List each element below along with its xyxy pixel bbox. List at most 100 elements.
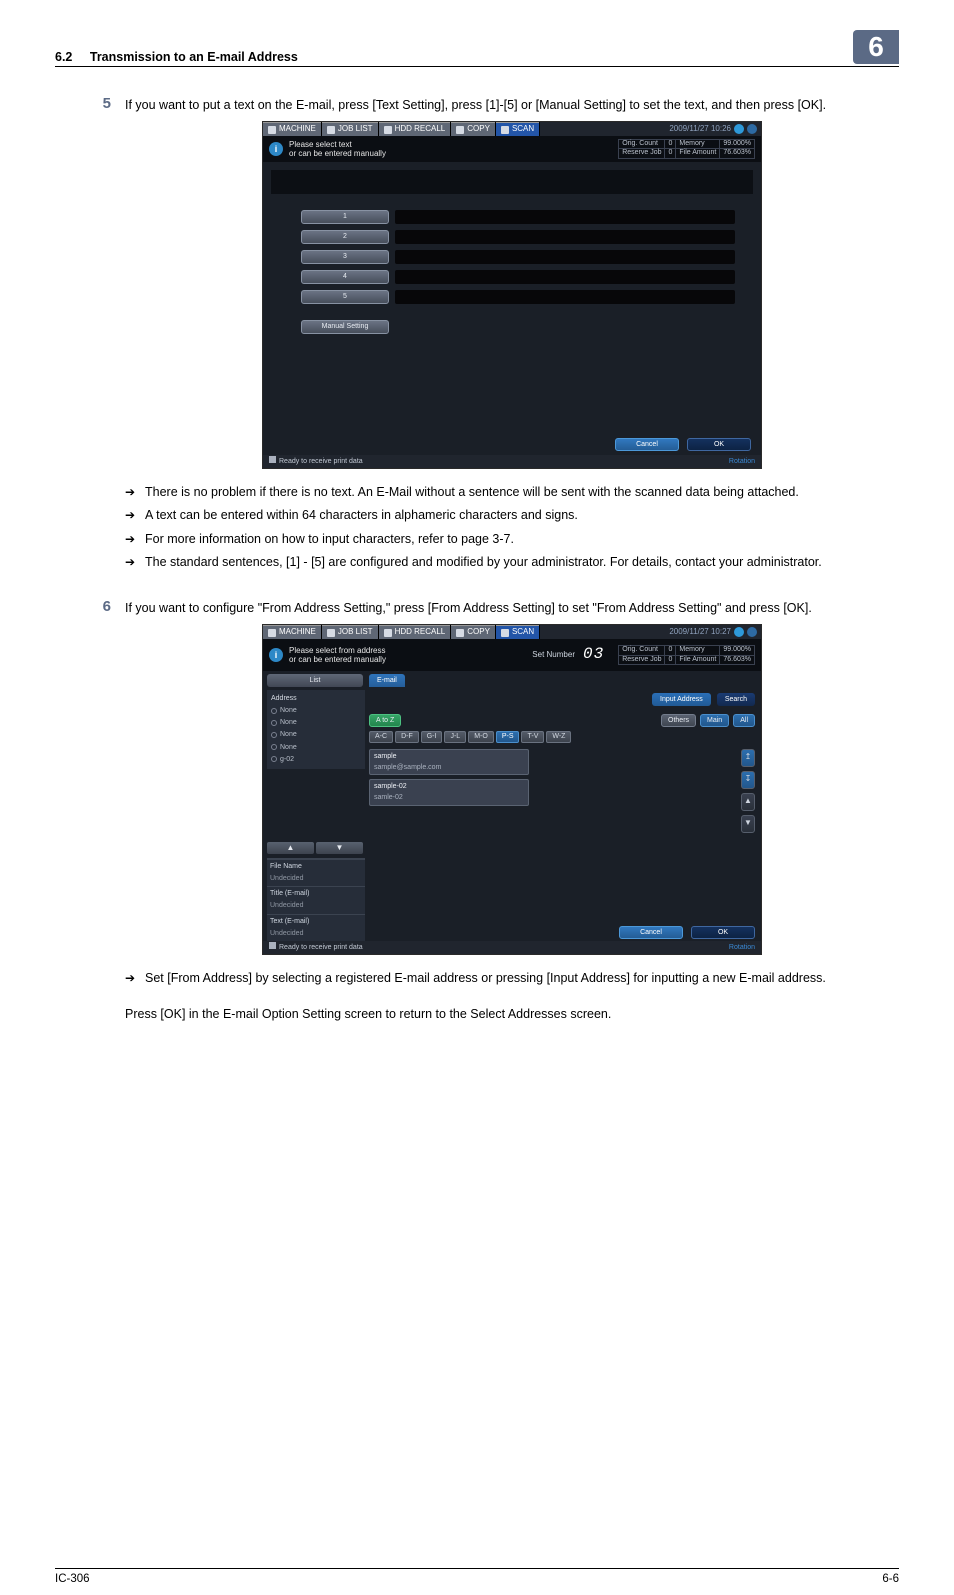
page-top-button[interactable]: ↥ <box>741 749 755 767</box>
text-slot-5-button[interactable]: 5 <box>301 290 389 304</box>
scan-icon <box>501 629 509 637</box>
list-icon <box>327 629 335 637</box>
scroll-down-button[interactable]: ▼ <box>741 815 755 833</box>
step-5-bullet: There is no problem if there is no text.… <box>125 483 899 502</box>
screenshot-from-address: MACHINE JOB LIST HDD RECALL COPY SCAN 20… <box>262 624 762 955</box>
step-6-number: 6 <box>55 598 125 1028</box>
footer-rule <box>55 1568 899 1569</box>
alpha-tab[interactable]: J-L <box>444 731 466 743</box>
text-value: Undecided <box>267 928 365 941</box>
info-icon: i <box>269 648 283 662</box>
section-number: 6.2 <box>55 50 72 64</box>
step-5-bullet: A text can be entered within 64 characte… <box>125 506 899 525</box>
tab-scan[interactable]: SCAN <box>496 122 539 136</box>
lock-icon <box>269 942 276 949</box>
status-dot-icon <box>734 627 744 637</box>
title-value: Undecided <box>267 900 365 913</box>
section-title: Transmission to an E-mail Address <box>90 50 298 64</box>
counter-panel: Orig. Count0 Memory99.000% Reserve Job0 … <box>618 645 755 665</box>
scroll-down-button[interactable]: ▼ <box>316 842 363 854</box>
tab-joblist[interactable]: JOB LIST <box>322 625 378 639</box>
list-button[interactable]: List <box>267 674 363 687</box>
tab-copy[interactable]: COPY <box>451 625 495 639</box>
tab-joblist[interactable]: JOB LIST <box>322 122 378 136</box>
address-panel: Address None None None None g-02 <box>267 690 365 769</box>
timestamp: 2009/11/27 10:26 <box>665 122 761 136</box>
rotation-indicator: Rotation <box>729 942 755 953</box>
hdd-icon <box>384 126 392 134</box>
tab-hdd-recall[interactable]: HDD RECALL <box>379 625 451 639</box>
step-6-text: If you want to configure "From Address S… <box>125 598 899 618</box>
lock-icon <box>269 456 276 463</box>
file-name-label: File Name <box>267 859 365 873</box>
file-name-value: Undecided <box>267 873 365 886</box>
alpha-tab[interactable]: A-C <box>369 731 393 743</box>
text-slot-2-button[interactable]: 2 <box>301 230 389 244</box>
dest-icon <box>271 708 277 714</box>
dest-icon <box>271 732 277 738</box>
ok-button[interactable]: OK <box>691 926 755 939</box>
address-card[interactable]: sample sample@sample.com <box>369 749 529 775</box>
chapter-badge: 6 <box>853 30 899 64</box>
printer-status: Ready to receive print data <box>279 458 363 465</box>
input-address-button[interactable]: Input Address <box>652 693 711 706</box>
set-number-label: Set Number <box>532 649 575 662</box>
scroll-up-button[interactable]: ▲ <box>741 793 755 811</box>
text-label: Text (E-mail) <box>267 914 365 928</box>
step-5-bullet: The standard sentences, [1] - [5] are co… <box>125 553 899 572</box>
text-slot-3-field <box>395 250 735 264</box>
timestamp: 2009/11/27 10:27 <box>665 625 761 639</box>
guidance-message: Please select from address or can be ent… <box>289 646 526 664</box>
alpha-tab[interactable]: T-V <box>521 731 544 743</box>
text-slot-3-button[interactable]: 3 <box>301 250 389 264</box>
email-tab[interactable]: E-mail <box>369 674 405 687</box>
manual-setting-button[interactable]: Manual Setting <box>301 320 389 334</box>
info-icon: i <box>269 142 283 156</box>
dest-icon <box>271 720 277 726</box>
step-6-bullet: Set [From Address] by selecting a regist… <box>125 969 899 988</box>
title-label: Title (E-mail) <box>267 886 365 900</box>
tab-machine[interactable]: MACHINE <box>263 625 321 639</box>
tab-scan[interactable]: SCAN <box>496 625 539 639</box>
filter-a-to-z[interactable]: A to Z <box>369 714 401 727</box>
cancel-button[interactable]: Cancel <box>619 926 683 939</box>
tab-hdd-recall[interactable]: HDD RECALL <box>379 122 451 136</box>
dest-icon <box>271 756 277 762</box>
text-slot-4-button[interactable]: 4 <box>301 270 389 284</box>
dest-icon <box>271 744 277 750</box>
list-icon <box>327 126 335 134</box>
footer-page: 6-6 <box>882 1573 899 1585</box>
alpha-tab[interactable]: W-Z <box>546 731 571 743</box>
address-card[interactable]: sample-02 samle-02 <box>369 779 529 805</box>
step-6-after: Press [OK] in the E-mail Option Setting … <box>125 1004 899 1024</box>
filter-others[interactable]: Others <box>661 714 696 727</box>
search-button[interactable]: Search <box>717 693 755 706</box>
alpha-tab[interactable]: M-O <box>468 731 494 743</box>
text-slot-1-field <box>395 210 735 224</box>
screenshot-text-setting: MACHINE JOB LIST HDD RECALL COPY SCAN 20… <box>262 121 762 469</box>
text-slot-1-button[interactable]: 1 <box>301 210 389 224</box>
page-bottom-button[interactable]: ↧ <box>741 771 755 789</box>
help-icon[interactable] <box>747 124 757 134</box>
alpha-tab-selected[interactable]: P-S <box>496 731 520 743</box>
machine-icon <box>268 126 276 134</box>
scan-icon <box>501 126 509 134</box>
text-slot-2-field <box>395 230 735 244</box>
machine-icon <box>268 629 276 637</box>
copy-icon <box>456 126 464 134</box>
filter-main[interactable]: Main <box>700 714 729 727</box>
scroll-up-button[interactable]: ▲ <box>267 842 314 854</box>
counter-panel: Orig. Count0 Memory99.000% Reserve Job0 … <box>618 139 755 159</box>
alpha-tab[interactable]: D-F <box>395 731 419 743</box>
ok-button[interactable]: OK <box>687 438 751 451</box>
alpha-tab[interactable]: G-I <box>421 731 443 743</box>
printer-status: Ready to receive print data <box>279 944 363 951</box>
step-5-text: If you want to put a text on the E-mail,… <box>125 95 899 115</box>
filter-all[interactable]: All <box>733 714 755 727</box>
cancel-button[interactable]: Cancel <box>615 438 679 451</box>
tab-copy[interactable]: COPY <box>451 122 495 136</box>
tab-machine[interactable]: MACHINE <box>263 122 321 136</box>
blank-header-bar <box>271 170 753 194</box>
help-icon[interactable] <box>747 627 757 637</box>
text-slot-4-field <box>395 270 735 284</box>
